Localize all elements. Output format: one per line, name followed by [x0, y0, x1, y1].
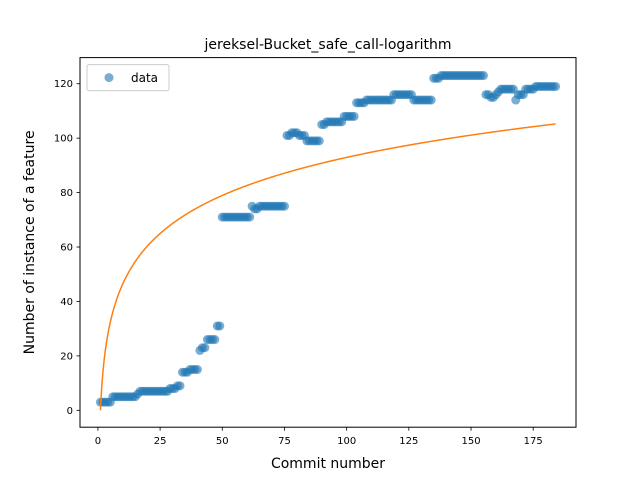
data-point	[200, 343, 210, 353]
y-tick-label: 0	[67, 406, 73, 417]
legend-box	[86, 64, 170, 92]
legend: data	[86, 64, 170, 92]
data-point	[210, 335, 220, 345]
chart-title: jereksel-Bucket_safe_call-logarithm	[204, 37, 452, 53]
data-point	[215, 321, 225, 331]
y-tick-label: 20	[60, 351, 73, 362]
data-point	[478, 71, 488, 81]
y-tick-label: 120	[54, 79, 73, 90]
x-axis-ticks: 0 25 50 75 100 125 150 175	[95, 427, 543, 447]
legend-marker	[104, 73, 114, 83]
x-tick-label: 100	[337, 436, 356, 447]
y-axis-label: Number of instance of a feature	[22, 130, 38, 354]
x-tick-label: 175	[524, 436, 543, 447]
plot-frame	[79, 57, 577, 428]
data-point	[192, 365, 202, 374]
fit-line	[99, 123, 556, 411]
y-tick-label: 80	[60, 188, 73, 199]
data-point	[426, 95, 436, 105]
y-axis-ticks: 0 20 40 60 80 100 120	[54, 79, 80, 417]
x-tick-label: 150	[461, 436, 480, 447]
plot-area	[95, 71, 561, 411]
y-tick-label: 100	[54, 134, 73, 145]
data-point	[279, 201, 289, 211]
data-point	[245, 212, 255, 222]
x-tick-label: 125	[399, 436, 418, 447]
x-tick-label: 25	[154, 436, 167, 447]
data-point	[175, 381, 185, 391]
data-point	[551, 81, 561, 91]
legend-label: data	[131, 71, 158, 85]
x-tick-label: 0	[95, 436, 101, 447]
y-tick-label: 60	[60, 243, 73, 254]
data-point	[349, 111, 359, 121]
x-axis-label: Commit number	[271, 456, 385, 472]
y-tick-label: 40	[60, 297, 73, 308]
x-tick-label: 75	[278, 436, 291, 447]
x-tick-label: 50	[216, 436, 229, 447]
data-point	[314, 136, 324, 146]
